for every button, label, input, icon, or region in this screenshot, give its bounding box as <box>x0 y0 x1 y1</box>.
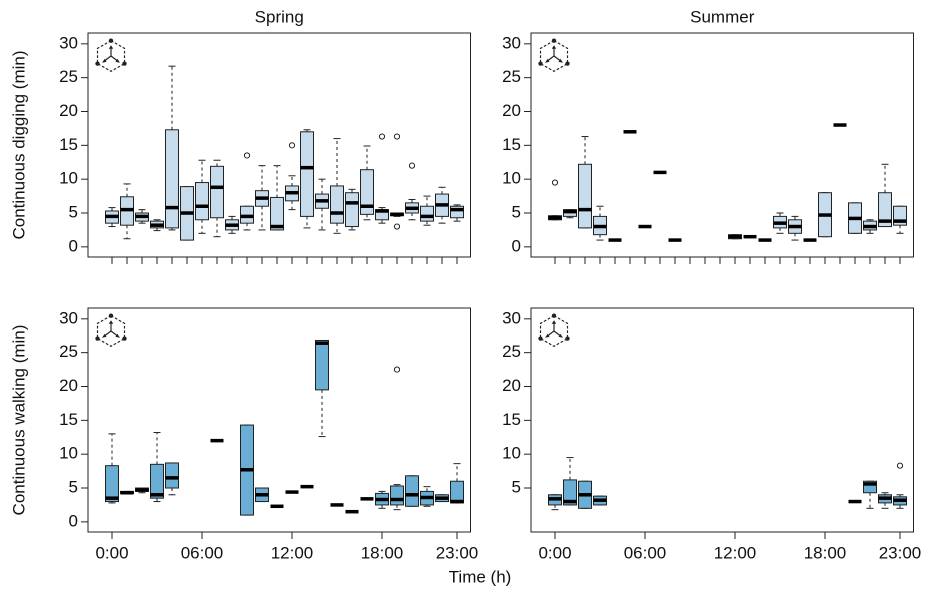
box <box>360 169 374 215</box>
y-tick-label: 20 <box>59 376 78 395</box>
x-tick-label: 18:00 <box>361 543 404 562</box>
y-tick-label: 5 <box>512 477 521 496</box>
y-tick-label: 15 <box>502 135 521 154</box>
y-tick-label: 0 <box>69 236 78 255</box>
box <box>450 480 464 504</box>
y-tick-label: 0 <box>512 236 521 255</box>
box <box>315 339 329 391</box>
outlier <box>243 152 251 159</box>
x-tick-label: 0:00 <box>538 543 571 562</box>
outlier <box>896 462 904 469</box>
x-tick-label: 23:00 <box>436 543 479 562</box>
y-tick-label: 30 <box>502 33 521 52</box>
box <box>165 129 179 229</box>
box <box>863 480 877 494</box>
x-tick-label: 18:00 <box>804 543 847 562</box>
outlier <box>551 179 559 186</box>
icon <box>94 313 128 347</box>
outlier <box>288 142 296 149</box>
box <box>450 205 464 219</box>
y-tick-label: 15 <box>59 410 78 429</box>
box <box>405 475 419 507</box>
box <box>420 205 434 222</box>
box <box>165 462 179 489</box>
y-tick-label: 30 <box>59 308 78 327</box>
y-tick-label: 10 <box>59 169 78 188</box>
icon <box>94 38 128 72</box>
x-tick-label: 0:00 <box>95 543 128 562</box>
x-tick-label: 06:00 <box>624 543 667 562</box>
box <box>195 182 209 221</box>
y-tick-label: 15 <box>59 135 78 154</box>
box <box>390 485 404 506</box>
box <box>563 479 577 506</box>
box <box>150 463 164 499</box>
box <box>330 185 344 224</box>
box <box>270 196 284 231</box>
panel-title: Spring <box>255 7 304 26</box>
outlier <box>393 366 401 373</box>
y-tick-label: 10 <box>502 169 521 188</box>
box <box>210 165 224 219</box>
y-tick-label: 20 <box>502 101 521 120</box>
outlier <box>393 223 401 230</box>
x-tick-label: 12:00 <box>714 543 757 562</box>
x-tick-label: 06:00 <box>181 543 224 562</box>
outlier <box>408 162 416 169</box>
box <box>578 163 592 229</box>
icon <box>537 38 571 72</box>
x-axis-label: Time (h) <box>449 567 512 586</box>
y-tick-label: 25 <box>502 67 521 86</box>
y-tick-label: 5 <box>69 477 78 496</box>
box <box>300 131 314 217</box>
y-tick-label: 5 <box>512 202 521 221</box>
y-tick-label: 10 <box>502 444 521 463</box>
y-axis-label: Continuous digging (min) <box>9 51 28 240</box>
box <box>878 192 892 228</box>
box <box>105 465 119 503</box>
panel-title: Summer <box>690 7 755 26</box>
y-tick-label: 30 <box>502 308 521 327</box>
y-axis-label: Continuous walking (min) <box>9 325 28 516</box>
outlier <box>378 133 386 140</box>
y-tick-label: 25 <box>59 342 78 361</box>
y-tick-label: 10 <box>59 444 78 463</box>
y-tick-label: 25 <box>502 342 521 361</box>
outlier <box>393 133 401 140</box>
y-tick-label: 20 <box>502 376 521 395</box>
y-tick-label: 30 <box>59 33 78 52</box>
icon <box>537 313 571 347</box>
y-tick-label: 15 <box>502 410 521 429</box>
y-tick-label: 0 <box>69 511 78 530</box>
x-tick-label: 23:00 <box>879 543 922 562</box>
y-tick-label: 20 <box>59 101 78 120</box>
x-tick-label: 12:00 <box>271 543 314 562</box>
y-tick-label: 25 <box>59 67 78 86</box>
y-tick-label: 5 <box>69 202 78 221</box>
box <box>345 192 359 228</box>
